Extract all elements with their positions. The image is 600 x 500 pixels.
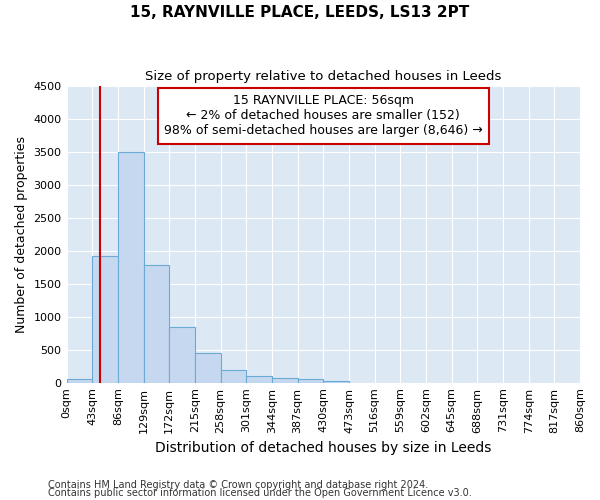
Y-axis label: Number of detached properties: Number of detached properties <box>15 136 28 332</box>
Title: Size of property relative to detached houses in Leeds: Size of property relative to detached ho… <box>145 70 502 83</box>
Bar <box>272 378 298 382</box>
X-axis label: Distribution of detached houses by size in Leeds: Distribution of detached houses by size … <box>155 441 491 455</box>
Bar <box>143 266 169 382</box>
Bar <box>323 380 349 382</box>
Bar <box>195 353 221 382</box>
Text: 15 RAYNVILLE PLACE: 56sqm
← 2% of detached houses are smaller (152)
98% of semi-: 15 RAYNVILLE PLACE: 56sqm ← 2% of detach… <box>164 94 482 138</box>
Text: 15, RAYNVILLE PLACE, LEEDS, LS13 2PT: 15, RAYNVILLE PLACE, LEEDS, LS13 2PT <box>130 5 470 20</box>
Bar <box>169 326 195 382</box>
Bar <box>92 256 118 382</box>
Bar <box>246 376 272 382</box>
Bar <box>298 380 323 382</box>
Bar <box>118 152 143 382</box>
Text: Contains HM Land Registry data © Crown copyright and database right 2024.: Contains HM Land Registry data © Crown c… <box>48 480 428 490</box>
Bar <box>67 380 92 382</box>
Bar <box>221 370 246 382</box>
Text: Contains public sector information licensed under the Open Government Licence v3: Contains public sector information licen… <box>48 488 472 498</box>
